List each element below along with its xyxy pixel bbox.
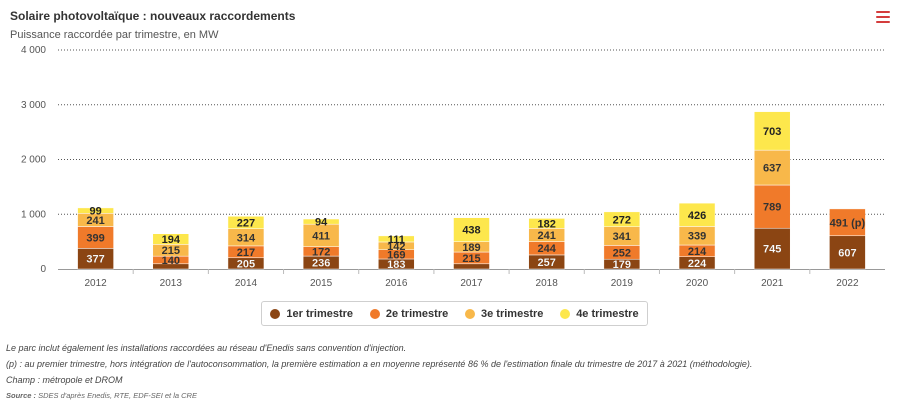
bar-2021-q2[interactable] — [753, 184, 791, 229]
legend-item-q3[interactable]: 3e trimestre — [465, 308, 543, 320]
note-line-2: (p) : au premier trimestre, hors intégra… — [6, 359, 753, 369]
chart-title: Solaire photovoltaïque : nouveaux raccor… — [10, 9, 296, 23]
data-label-2017-q3: 189 — [462, 242, 480, 254]
legend-label-q2: 2e trimestre — [385, 307, 449, 320]
x-tick-label-2013: 2013 — [160, 278, 183, 289]
x-tick-label-2016: 2016 — [385, 278, 408, 289]
y-tick-label: 4 000 — [21, 45, 46, 56]
source-label: Source : — [6, 391, 37, 400]
data-label-2016-q3: 142 — [387, 241, 405, 253]
data-label-2019-q4: 272 — [613, 214, 631, 226]
legend-item-q2[interactable]: 2e trimestre — [369, 307, 449, 320]
data-label-2016-q2: 169 — [387, 249, 405, 261]
data-label-2017-q2: 215 — [462, 253, 480, 265]
legend-label-q4: 4e trimestre — [576, 307, 639, 320]
x-tick-label-2022: 2022 — [836, 278, 859, 289]
x-tick-label-2020: 2020 — [686, 278, 709, 289]
data-label-2015-q2: 172 — [312, 246, 330, 258]
data-label-2013-q2: 140 — [162, 255, 180, 267]
bar-2021-q1[interactable] — [753, 227, 791, 270]
data-label-2022-q1: 607 — [838, 247, 856, 259]
data-label-2021-q2: 789 — [763, 202, 781, 214]
data-label-2014-q1: 205 — [237, 258, 255, 270]
data-label-2014-q2: 217 — [237, 247, 255, 259]
y-tick-label: 0 — [40, 264, 46, 275]
legend-label-q1: 1er trimestre — [286, 307, 354, 320]
data-label-2018-q4: 182 — [538, 218, 556, 230]
bar-2015-q4[interactable] — [302, 218, 340, 225]
legend-item-q1[interactable]: 1er trimestre — [270, 308, 353, 320]
bar-2014-q4[interactable] — [227, 216, 265, 229]
legend-item-q4[interactable]: 4e trimestre — [560, 307, 639, 320]
data-label-2018-q1: 257 — [538, 257, 556, 269]
data-label-2021-q1: 745 — [763, 244, 781, 256]
x-tick-label-2014: 2014 — [235, 278, 258, 289]
y-tick-label: 2 000 — [21, 155, 46, 166]
data-label-2017-q4: 438 — [462, 225, 480, 237]
x-tick-label-2021: 2021 — [761, 278, 784, 289]
bar-2020-q4[interactable] — [678, 202, 716, 227]
x-tick-label-2018: 2018 — [536, 278, 559, 289]
data-label-2015-q1: 236 — [312, 258, 330, 270]
data-label-2016-q1: 183 — [387, 259, 405, 271]
data-label-2013-q3: 215 — [162, 245, 180, 257]
data-label-2019-q1: 179 — [613, 259, 631, 271]
data-label-2020-q1: 224 — [688, 258, 707, 270]
note-line-3: Champ : métropole et DROM — [6, 375, 123, 385]
legend-dot-q1 — [270, 308, 281, 319]
source-text: SDES d'après Enedis, RTE, EDF-SEI et la … — [38, 391, 197, 400]
bar-2021-q4[interactable] — [753, 111, 791, 151]
bar-2021-q3[interactable] — [753, 149, 791, 186]
data-label-2021-q4: 703 — [763, 126, 781, 138]
data-label-2019-q3: 341 — [613, 231, 631, 243]
data-label-2021-q3: 637 — [763, 163, 781, 175]
hamburger-menu-icon[interactable] — [876, 11, 890, 23]
data-label-2022-q2: 491 (p) — [830, 217, 866, 229]
data-label-2012-q2: 399 — [86, 232, 104, 244]
chart-legend: 1er trimestre 2e trimestre 3e trimestre … — [261, 301, 648, 326]
bar-2013-q4[interactable] — [152, 233, 190, 245]
data-label-2016-q4: 111 — [388, 234, 405, 246]
data-label-2012-q4: 99 — [89, 206, 101, 218]
chart-notes: Le parc inclut également les installatio… — [6, 340, 752, 404]
data-label-2012-q3: 241 — [86, 215, 104, 227]
data-label-2014-q4: 227 — [237, 217, 255, 229]
data-label-2012-q1: 377 — [86, 254, 104, 266]
data-label-2019-q2: 252 — [613, 247, 631, 259]
data-label-2015-q3: 411 — [312, 230, 330, 242]
x-tick-label-2019: 2019 — [611, 278, 634, 289]
legend-dot-q4 — [560, 308, 571, 319]
legend-label-q3: 3e trimestre — [481, 307, 544, 320]
data-label-2020-q3: 339 — [688, 231, 706, 243]
data-label-2015-q4: 94 — [315, 217, 328, 229]
data-label-2018-q3: 241 — [538, 230, 556, 242]
legend-dot-q2 — [369, 308, 380, 319]
bar-2022-q2[interactable] — [829, 208, 866, 237]
x-tick-label-2015: 2015 — [310, 278, 333, 289]
y-tick-label: 1 000 — [21, 209, 46, 220]
y-tick-label: 3 000 — [21, 100, 46, 111]
x-tick-label-2017: 2017 — [460, 278, 483, 289]
data-label-2018-q2: 244 — [538, 243, 557, 255]
bar-2017-q4[interactable] — [453, 217, 490, 242]
source-line: Source : SDES d'après Enedis, RTE, EDF-S… — [6, 388, 752, 404]
x-tick-label-2012: 2012 — [84, 278, 107, 289]
bar-2019-q4[interactable] — [603, 211, 641, 227]
bar-2012-q4[interactable] — [77, 207, 114, 214]
bar-2016-q4[interactable] — [378, 235, 415, 243]
note-line-1: Le parc inclut également les installatio… — [6, 343, 407, 353]
data-label-2020-q2: 214 — [688, 246, 707, 258]
data-label-2020-q4: 426 — [688, 210, 706, 222]
data-label-2013-q4: 194 — [162, 234, 181, 246]
bar-2018-q4[interactable] — [528, 218, 565, 229]
legend-dot-q3 — [465, 308, 476, 319]
bar-2022-q1[interactable] — [829, 235, 866, 270]
chart-subtitle: Puissance raccordée par trimestre, en MW — [10, 29, 219, 41]
data-label-2014-q3: 314 — [237, 232, 256, 244]
